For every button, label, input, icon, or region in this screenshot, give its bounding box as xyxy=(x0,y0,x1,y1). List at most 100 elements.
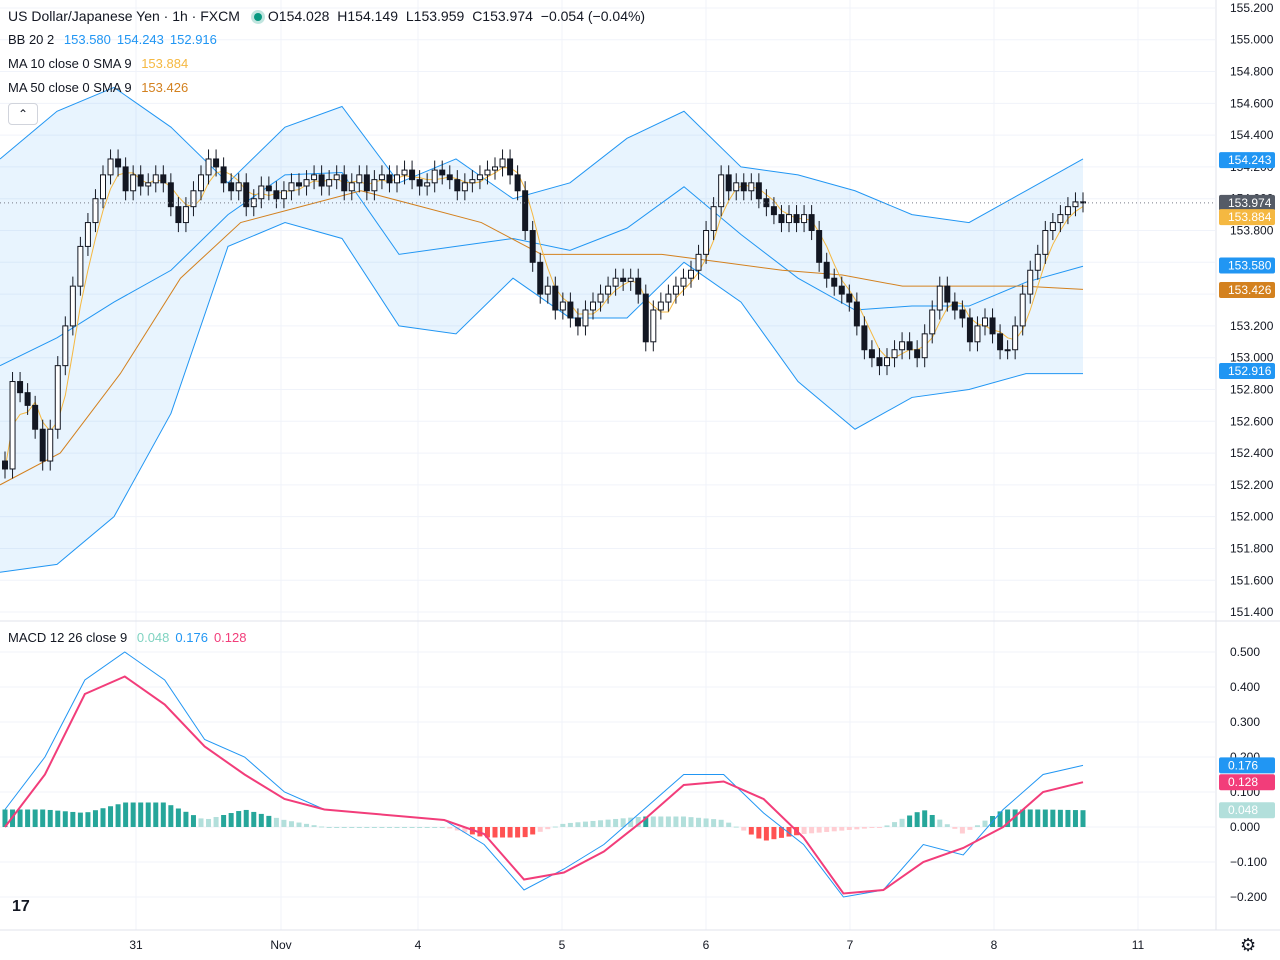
bb-basis-tag xyxy=(1219,257,1275,274)
macd-histogram-bar xyxy=(892,822,898,827)
ohlc-close: C153.974 xyxy=(472,8,533,24)
price-tick-label: 154.800 xyxy=(1230,65,1274,79)
candle-body xyxy=(876,357,883,367)
macd-tick-label: 0.000 xyxy=(1230,820,1260,834)
candle-body xyxy=(1042,230,1049,255)
candle-body xyxy=(748,182,755,192)
candle-body xyxy=(2,460,8,470)
price-tick-label: 155.200 xyxy=(1230,1,1274,15)
candle-body xyxy=(853,301,860,327)
macd-histogram-bar xyxy=(394,827,400,828)
candle-body xyxy=(69,285,76,327)
candle-body xyxy=(484,169,491,176)
candle-body xyxy=(167,182,174,208)
ma10-legend[interactable]: MA 10 close 0 SMA 9 153.884 xyxy=(8,56,194,72)
ohlc-change: −0.054 (−0.04%) xyxy=(540,8,646,24)
macd-histogram-bar xyxy=(869,827,875,829)
macd-tick-label: 0.500 xyxy=(1230,645,1260,659)
macd-histogram-bar xyxy=(876,827,882,828)
symbol-title[interactable]: US Dollar/Japanese Yen · 1h · FXCM xyxy=(8,8,240,24)
macd-histogram-bar xyxy=(854,827,860,830)
macd-histogram-bar xyxy=(839,827,845,831)
macd-histogram-bar xyxy=(190,815,196,827)
ohlc-low: L153.959 xyxy=(405,8,465,24)
macd-histogram-bar xyxy=(763,827,769,841)
tradingview-logo[interactable]: 17 xyxy=(12,898,30,915)
bb-lower-tag xyxy=(1219,363,1275,380)
ma50-tag-label: 153.426 xyxy=(1228,283,1272,297)
candle-body xyxy=(1019,293,1026,327)
macd-histogram-bar xyxy=(582,821,588,827)
candle-body xyxy=(243,182,250,208)
gear-icon[interactable]: ⚙ xyxy=(1240,935,1257,955)
candle-body xyxy=(680,277,687,287)
ma10-value: 153.884 xyxy=(141,56,189,71)
macd-histogram-bar xyxy=(153,802,159,827)
ma50-label: MA 50 close 0 SMA 9 xyxy=(8,80,132,95)
candle-body xyxy=(529,230,536,263)
macd-histogram-bar xyxy=(778,827,784,838)
macd-legend[interactable]: MACD 12 26 close 9 0.048 0.176 0.128 xyxy=(8,630,253,646)
macd-histogram-bar xyxy=(100,808,106,827)
macd-histogram-bar xyxy=(1080,810,1086,827)
candle-body xyxy=(801,214,808,224)
candle-body xyxy=(394,174,400,184)
macd-histogram-bar xyxy=(628,817,634,827)
candle-body xyxy=(808,214,815,232)
macd-tick-label: −0.100 xyxy=(1230,855,1267,869)
price-tick-label: 152.400 xyxy=(1230,446,1274,460)
candle-body xyxy=(695,253,702,271)
macd-histogram-bar xyxy=(92,810,98,827)
ma50-legend[interactable]: MA 50 close 0 SMA 9 153.426 xyxy=(8,80,194,96)
bb-legend[interactable]: BB 20 2 153.580 154.243 152.916 xyxy=(8,32,223,48)
candle-body xyxy=(235,182,242,192)
candle-body xyxy=(454,179,461,192)
price-tick-label: 152.800 xyxy=(1230,382,1274,396)
macd-histogram-bar xyxy=(658,816,664,827)
candle-body xyxy=(514,174,521,192)
chevron-up-icon[interactable]: ⌃ xyxy=(8,103,38,125)
candle-body xyxy=(341,174,348,192)
candle-body xyxy=(115,158,122,168)
candle-body xyxy=(1012,325,1019,351)
macd-histogram-bar xyxy=(243,809,249,827)
candle-body xyxy=(997,333,1004,351)
ma10-line xyxy=(4,167,1084,470)
candle-body xyxy=(145,182,152,187)
candle-body xyxy=(258,185,265,200)
macd-histogram-bar xyxy=(937,819,943,827)
candle-body xyxy=(416,179,423,187)
macd-histogram-bar xyxy=(1020,809,1026,827)
price-tick-label: 152.200 xyxy=(1230,478,1274,492)
macd-histogram-bar xyxy=(748,827,754,835)
candle-body xyxy=(1049,222,1056,232)
candle-body xyxy=(650,309,657,343)
macd-histogram-bar xyxy=(1035,809,1041,827)
macd-histogram-bar xyxy=(665,816,671,827)
macd-tick-label: −0.200 xyxy=(1230,890,1267,904)
macd-histogram-bar xyxy=(967,827,973,830)
macd-histogram-bar xyxy=(974,825,980,827)
candle-body xyxy=(175,206,182,224)
macd-histogram-bar xyxy=(507,827,513,838)
candle-body xyxy=(522,190,529,232)
macd-histogram-bar xyxy=(703,818,709,827)
price-tick-label: 155.000 xyxy=(1230,33,1274,47)
candle-body xyxy=(590,301,596,311)
macd-histogram-bar xyxy=(447,827,453,829)
candle-body xyxy=(1004,349,1011,352)
macd-pane-hist-tag-label: 0.048 xyxy=(1228,803,1258,817)
price-tick-label: 154.400 xyxy=(1230,128,1274,142)
candle-body xyxy=(492,166,498,171)
macd-histogram-bar xyxy=(756,827,762,839)
candle-body xyxy=(627,277,634,282)
candle-body xyxy=(861,325,868,351)
candle-body xyxy=(703,230,710,255)
candle-body xyxy=(182,206,189,224)
macd-histogram-bar xyxy=(537,827,543,832)
macd-histogram-bar xyxy=(266,815,272,827)
candle-body xyxy=(318,174,325,187)
macd-histogram-bar xyxy=(356,827,362,828)
macd-histogram-bar xyxy=(288,821,294,827)
